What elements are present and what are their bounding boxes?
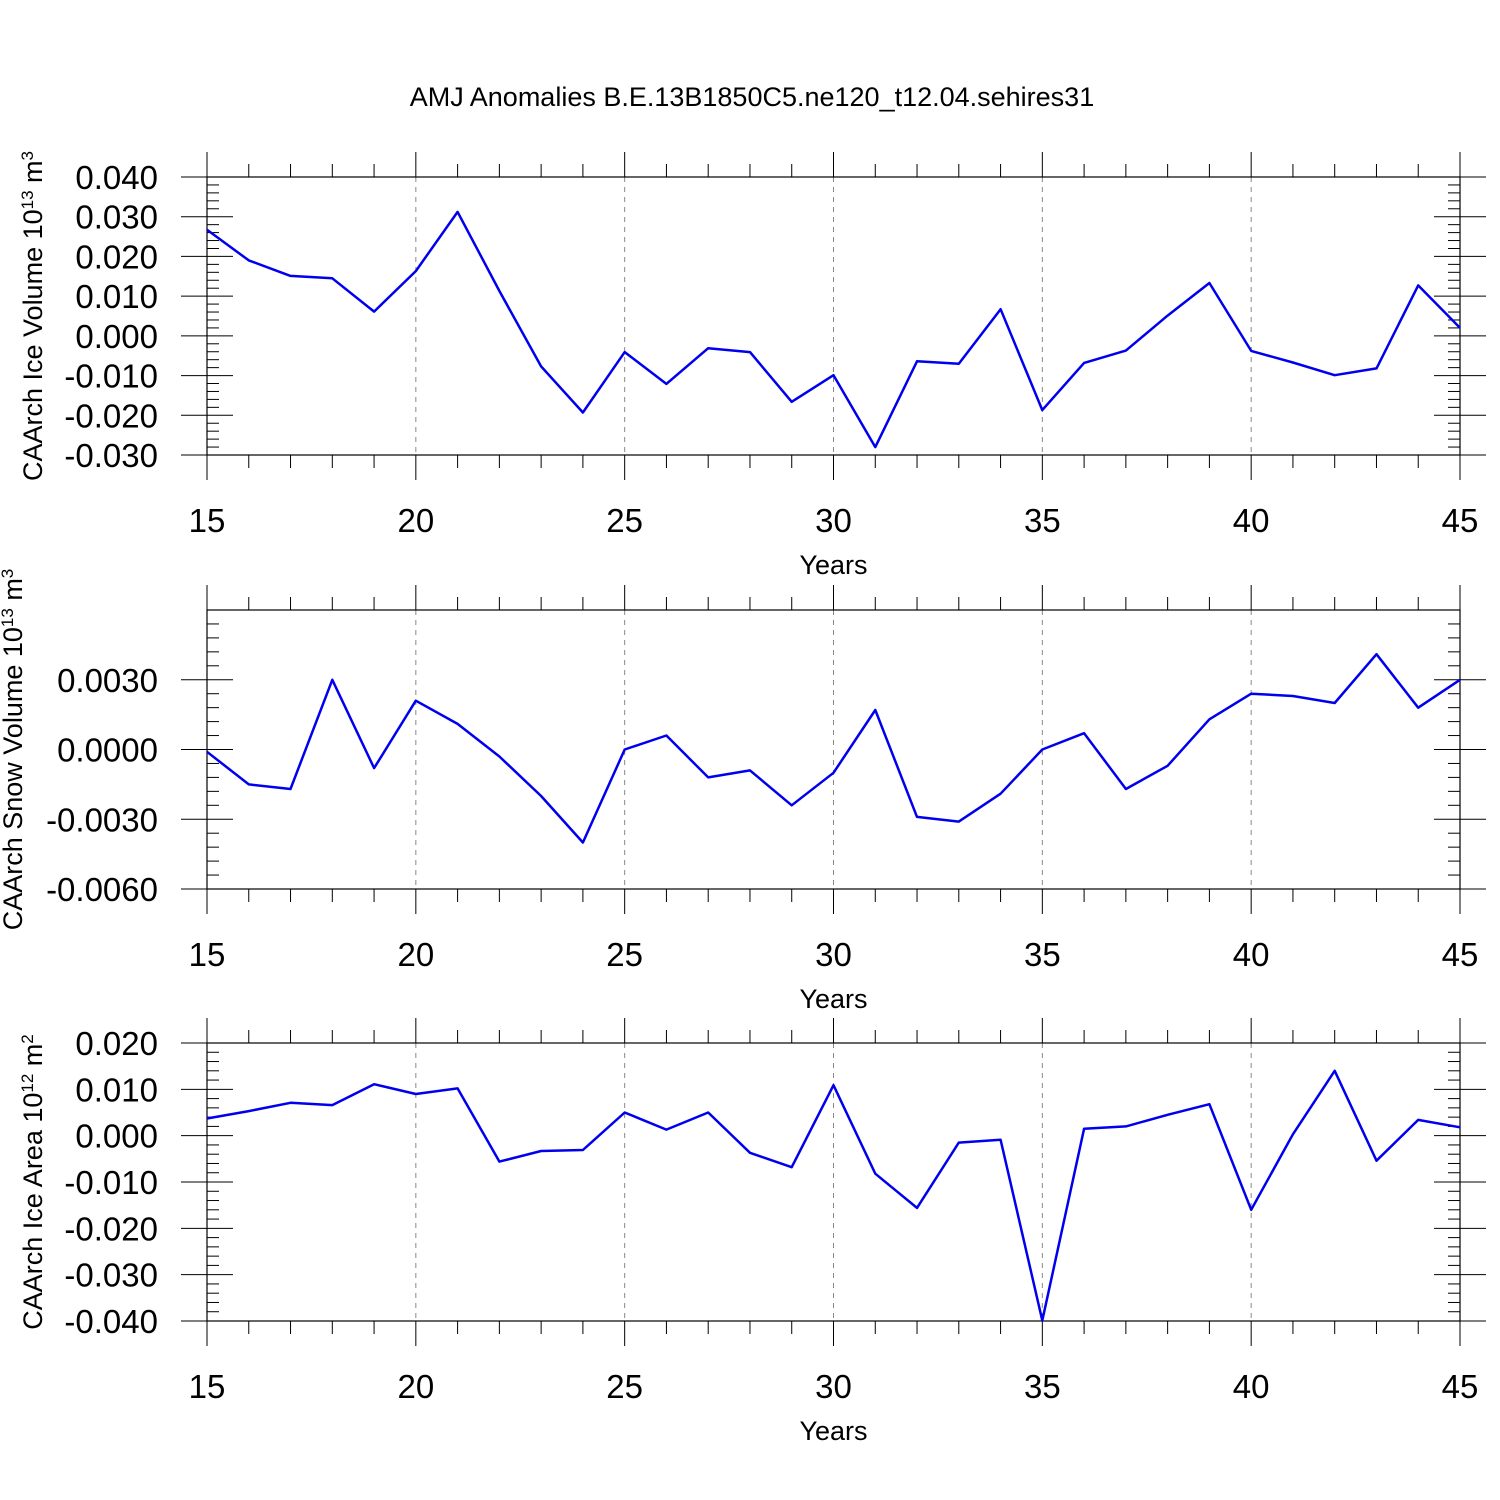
x-tick-label: 25	[606, 1368, 643, 1405]
y-tick-label: -0.0060	[46, 871, 158, 908]
y-axis-label-part: m	[0, 578, 28, 608]
chart-panel-2: 15 20 25 30 35 40 45 -0.0060 -0.0030 0.0000 0.0030…	[0, 569, 1486, 1014]
panels: 15 20 25 30 35 40 45-0.030-0.020-0.0100.0000.0…	[0, 151, 1486, 1446]
x-axis-label: Years	[799, 550, 867, 580]
y-tick-label: 0.000	[75, 1118, 158, 1155]
x-tick-label: 15	[189, 1368, 226, 1405]
data-series-line	[206, 210, 1461, 449]
x-tick-label: 45	[1442, 936, 1479, 973]
chart-panel-1: 15 20 25 30 35 40 45-0.030-0.020-0.0100.0000.0…	[18, 151, 1486, 580]
y-axis-label-superscript: 13	[18, 190, 37, 209]
y-tick-label: 0.020	[75, 238, 158, 275]
y-tick-label: 0.010	[75, 1071, 158, 1108]
data-series-line	[206, 652, 1461, 844]
y-tick-label: 0.030	[75, 199, 158, 236]
y-axis-label-part: m	[18, 1044, 48, 1074]
data-series-line	[206, 1069, 1461, 1322]
y-tick-label: -0.030	[64, 437, 158, 474]
x-tick-label: 20	[397, 936, 434, 973]
x-tick-label: 30	[815, 936, 852, 973]
y-axis-label-superscript: 3	[0, 569, 17, 578]
y-axis-label: CAArch Snow Volume 1013 m3	[0, 569, 28, 931]
y-tick-label: -0.030	[64, 1257, 158, 1294]
y-tick-label: -0.010	[64, 358, 158, 395]
y-tick-label: -0.040	[64, 1303, 158, 1340]
x-tick-label: 20	[397, 1368, 434, 1405]
x-tick-label: 15	[189, 936, 226, 973]
y-tick-label: 0.010	[75, 278, 158, 315]
y-tick-label: 0.0030	[57, 662, 158, 699]
y-tick-label: -0.020	[64, 1210, 158, 1247]
y-tick-label: -0.010	[64, 1164, 158, 1201]
x-tick-label: 45	[1442, 502, 1479, 539]
x-tick-label: 35	[1024, 936, 1061, 973]
x-axis-label: Years	[799, 1416, 867, 1446]
x-tick-label: 40	[1233, 936, 1270, 973]
x-tick-label: 30	[815, 1368, 852, 1405]
y-axis-label-part: CAArch Ice Area 10	[18, 1093, 48, 1330]
y-tick-label: 0.000	[75, 318, 158, 355]
y-axis-label: CAArch Ice Area 1012 m2	[18, 1034, 49, 1330]
plot-frame	[206, 176, 1461, 456]
y-axis-label-part: m	[18, 160, 48, 190]
y-tick-label: -0.0030	[46, 801, 158, 838]
y-axis-label-part: CAArch Snow Volume 10	[0, 627, 28, 930]
x-tick-label: 20	[397, 502, 434, 539]
y-tick-label: 0.040	[75, 159, 158, 196]
plot-frame	[206, 609, 1461, 890]
x-axis-label: Years	[799, 984, 867, 1014]
y-tick-label: -0.020	[64, 397, 158, 434]
x-tick-label: 40	[1233, 502, 1270, 539]
y-axis-label-superscript: 12	[18, 1074, 37, 1093]
y-tick-label: 0.0000	[57, 732, 158, 769]
plot-frame	[206, 1042, 1461, 1322]
x-tick-label: 40	[1233, 1368, 1270, 1405]
chart-panel-3: 15 20 25 30 35 40 45 -0.040 -0.030 -0.020 -0.010 0.…	[18, 1018, 1486, 1446]
x-tick-label: 30	[815, 502, 852, 539]
y-tick-label: 0.020	[75, 1025, 158, 1062]
y-axis-label-superscript: 3	[18, 151, 37, 160]
y-axis-label: CAArch Ice Volume 1013 m3	[18, 151, 49, 481]
y-axis-label-superscript: 2	[18, 1034, 37, 1043]
y-axis-label-part: CAArch Ice Volume 10	[18, 209, 48, 481]
x-tick-label: 25	[606, 936, 643, 973]
x-tick-label: 45	[1442, 1368, 1479, 1405]
x-tick-label: 25	[606, 502, 643, 539]
y-axis-label-superscript: 13	[0, 608, 17, 627]
x-tick-label: 35	[1024, 502, 1061, 539]
x-tick-label: 15	[189, 502, 226, 539]
figure-title: AMJ Anomalies B.E.13B1850C5.ne120_t12.04…	[410, 82, 1094, 112]
x-tick-label: 35	[1024, 1368, 1061, 1405]
